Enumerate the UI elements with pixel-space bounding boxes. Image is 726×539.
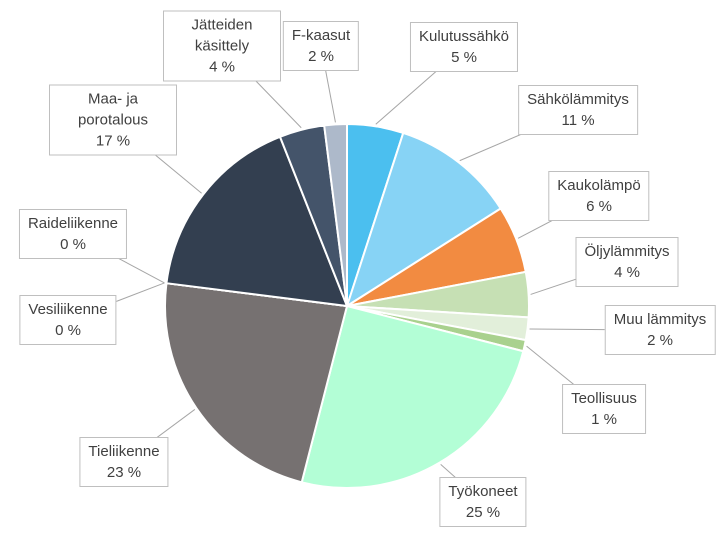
data-label: Raideliikenne 0 % (18, 209, 128, 259)
value-label: 4 % (614, 264, 640, 281)
value-label: 17 % (95, 132, 131, 150)
data-label: Öljylämmitys 4 % (575, 237, 679, 287)
value-label: 23 % (106, 464, 142, 481)
category-label: Työkoneet (448, 483, 518, 500)
data-label: Maa- ja porotalous 17 % (49, 84, 177, 156)
data-label: Teollisuus 1 % (562, 384, 646, 434)
category-label: Maa- ja porotalous (77, 90, 149, 129)
data-label: F-kaasut 2 % (282, 21, 360, 71)
category-label: Öljylämmitys (584, 243, 670, 260)
value-label: 0 % (55, 322, 81, 339)
pie-slice (345, 131, 503, 309)
category-label: Kulutussähkö (418, 28, 510, 45)
value-label: 4 % (209, 58, 235, 76)
data-label: Työkoneet 25 % (439, 477, 527, 527)
data-label: Muu lämmitys 2 % (604, 305, 716, 355)
pie-slice (164, 282, 349, 484)
pie-slice (165, 135, 349, 308)
data-label: Jätteiden käsittely 4 % (163, 10, 281, 82)
data-label: Vesiliikenne 0 % (19, 295, 117, 345)
value-label: 11 % (561, 112, 595, 129)
pie-slice (300, 304, 525, 489)
data-label: Kaukolämpö 6 % (548, 171, 650, 221)
data-label: Tieliikenne 23 % (79, 437, 169, 487)
pie-slice (323, 122, 348, 307)
category-label: Kaukolämpö (557, 177, 641, 194)
category-label: Tieliikenne (88, 443, 160, 460)
category-label: Raideliikenne (27, 215, 119, 232)
value-label: 0 % (60, 236, 86, 253)
value-label: 2 % (647, 332, 673, 349)
data-label: Sähkölämmitys 11 % (518, 85, 638, 135)
value-label: 6 % (586, 198, 612, 215)
category-label: Muu lämmitys (613, 311, 707, 328)
category-label: Sähkölämmitys (527, 91, 629, 108)
category-label: Jätteiden käsittely (191, 16, 253, 55)
value-label: 5 % (451, 49, 477, 66)
category-label: F-kaasut (291, 27, 351, 44)
category-label: Vesiliikenne (28, 301, 108, 318)
value-label: 2 % (308, 48, 334, 65)
value-label: 1 % (591, 411, 617, 428)
category-label: Teollisuus (571, 390, 637, 407)
value-label: 25 % (465, 504, 501, 521)
data-label: Kulutussähkö 5 % (409, 22, 519, 72)
